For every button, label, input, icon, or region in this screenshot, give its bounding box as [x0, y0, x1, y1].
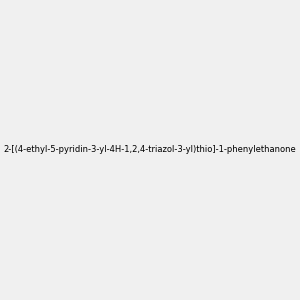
Text: 2-[(4-ethyl-5-pyridin-3-yl-4H-1,2,4-triazol-3-yl)thio]-1-phenylethanone: 2-[(4-ethyl-5-pyridin-3-yl-4H-1,2,4-tria… [4, 146, 296, 154]
